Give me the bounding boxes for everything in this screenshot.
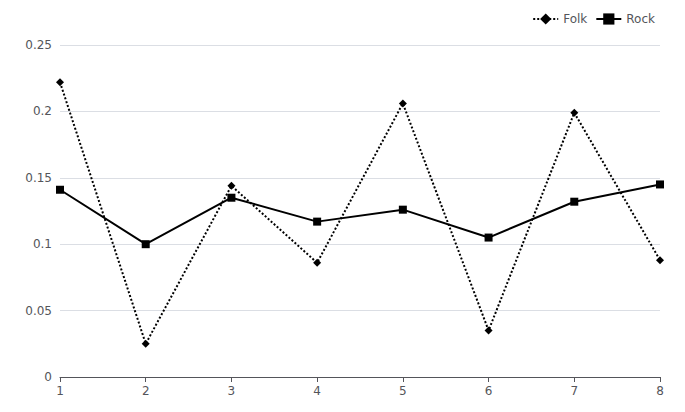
svg-text:1: 1 (56, 384, 64, 398)
svg-text:0.25: 0.25 (25, 38, 52, 52)
svg-text:7: 7 (570, 384, 578, 398)
svg-text:0.05: 0.05 (25, 304, 52, 318)
svg-text:Rock: Rock (626, 12, 655, 26)
svg-text:5: 5 (399, 384, 407, 398)
svg-text:3: 3 (228, 384, 236, 398)
svg-text:0.15: 0.15 (25, 171, 52, 185)
svg-text:0: 0 (44, 370, 52, 384)
svg-text:0.1: 0.1 (33, 237, 52, 251)
svg-text:4: 4 (313, 384, 321, 398)
svg-text:6: 6 (485, 384, 493, 398)
svg-text:Folk: Folk (563, 12, 587, 26)
svg-text:8: 8 (656, 384, 664, 398)
svg-text:2: 2 (142, 384, 150, 398)
svg-text:0.2: 0.2 (33, 104, 52, 118)
